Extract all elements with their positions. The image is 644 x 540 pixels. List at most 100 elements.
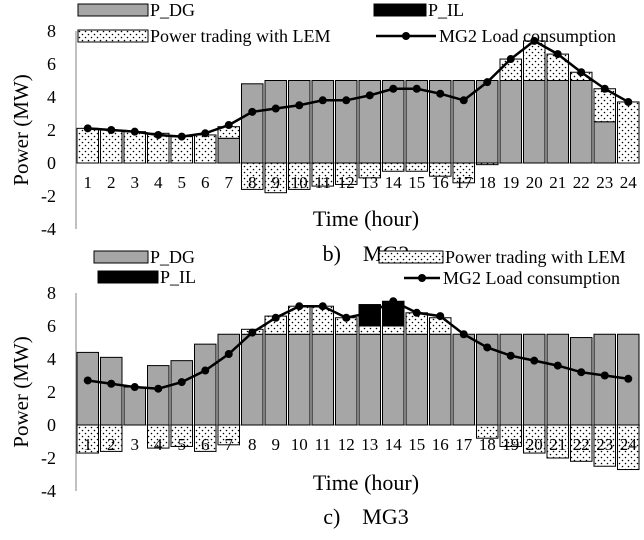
y-tick-label: 8 xyxy=(47,283,56,303)
x-tick-label: 4 xyxy=(154,173,163,192)
legend-item-p-il: P_IL xyxy=(97,267,196,287)
bar-power-trading-with-lem-hour-13 xyxy=(358,162,381,179)
bar-power-trading-with-lem-hour-19 xyxy=(499,424,522,447)
bar-p-dg-hour-1 xyxy=(76,351,99,426)
load-point-hour-3 xyxy=(130,383,139,392)
x-tick-label: 1 xyxy=(84,435,93,454)
legend-item-power-trading-with-lem: Power trading with LEM xyxy=(378,247,625,267)
legend-item-p-il: P_IL xyxy=(373,0,464,20)
y-tick-label: 0 xyxy=(47,415,56,435)
x-tick-label: 22 xyxy=(573,173,590,192)
load-point-hour-13 xyxy=(365,91,374,100)
legend-swatch xyxy=(373,3,427,17)
bar-p-dg-hour-15 xyxy=(405,80,428,164)
x-tick-label: 19 xyxy=(502,435,519,454)
load-point-hour-14 xyxy=(389,84,398,93)
load-point-hour-19 xyxy=(506,55,515,64)
load-point-hour-24 xyxy=(624,97,633,106)
x-tick-label: 20 xyxy=(526,435,543,454)
bar-p-dg-hour-23 xyxy=(593,121,616,164)
load-point-hour-22 xyxy=(577,68,586,77)
load-point-hour-10 xyxy=(295,101,304,110)
bar-power-trading-with-lem-hour-5 xyxy=(170,424,193,447)
chart-caption: c) MG3 xyxy=(323,504,409,529)
load-point-hour-11 xyxy=(318,302,327,311)
load-point-hour-15 xyxy=(412,308,421,317)
legend-item-p-dg: P_DG xyxy=(93,247,195,267)
bar-power-trading-with-lem-hour-11 xyxy=(311,162,334,187)
bar-power-trading-with-lem-hour-6 xyxy=(194,424,217,452)
load-point-hour-16 xyxy=(436,312,445,321)
x-tick-label: 10 xyxy=(291,435,308,454)
load-point-hour-23 xyxy=(600,84,609,93)
bar-power-trading-with-lem-hour-18 xyxy=(476,162,499,166)
bar-power-trading-with-lem-hour-22 xyxy=(570,424,593,462)
load-point-hour-9 xyxy=(271,104,280,113)
x-tick-label: 5 xyxy=(178,435,187,454)
bar-power-trading-with-lem-hour-18 xyxy=(476,424,499,439)
bar-p-dg-hour-15 xyxy=(405,333,428,426)
load-point-hour-13 xyxy=(365,308,374,317)
x-tick-label: 7 xyxy=(225,435,234,454)
load-point-hour-17 xyxy=(459,96,468,105)
x-tick-label: 15 xyxy=(408,173,425,192)
bar-power-trading-with-lem-hour-15 xyxy=(405,162,428,172)
bar-p-dg-hour-20 xyxy=(523,333,546,426)
x-tick-label: 20 xyxy=(526,173,543,192)
legend-marker xyxy=(418,274,426,282)
x-tick-label: 8 xyxy=(248,435,257,454)
load-point-hour-17 xyxy=(459,330,468,339)
legend-swatch xyxy=(77,3,149,17)
load-point-hour-11 xyxy=(318,96,327,105)
bar-power-trading-with-lem-hour-6 xyxy=(194,134,217,164)
bar-p-dg-hour-22 xyxy=(570,80,593,164)
bar-power-trading-with-lem-hour-10 xyxy=(288,162,311,190)
bar-p-dg-hour-17 xyxy=(452,80,475,164)
bar-p-dg-hour-18 xyxy=(476,80,499,164)
bar-p-dg-hour-8 xyxy=(241,333,264,426)
x-tick-label: 18 xyxy=(479,173,496,192)
bar-p-dg-hour-19 xyxy=(499,80,522,164)
load-point-hour-5 xyxy=(177,378,186,387)
bar-p-dg-hour-11 xyxy=(311,333,334,426)
x-tick-label: 18 xyxy=(479,435,496,454)
load-point-hour-18 xyxy=(483,78,492,87)
y-tick-label: -4 xyxy=(41,219,56,239)
y-tick-label: 4 xyxy=(47,87,56,107)
bar-power-trading-with-lem-hour-23 xyxy=(593,424,616,467)
legend-label: Power trading with LEM xyxy=(445,247,625,267)
bar-p-dg-hour-4 xyxy=(147,365,170,426)
load-point-hour-8 xyxy=(248,107,257,116)
x-tick-label: 12 xyxy=(338,435,355,454)
y-axis-label: Power (MW) xyxy=(9,336,33,447)
y-tick-label: 2 xyxy=(47,120,56,140)
load-point-hour-12 xyxy=(342,313,351,322)
load-point-hour-24 xyxy=(624,374,633,383)
legend-swatch xyxy=(97,270,159,284)
legend-item-power-trading-with-lem: Power trading with LEM xyxy=(77,26,330,46)
legend-marker xyxy=(402,32,410,40)
bar-power-trading-with-lem-hour-17 xyxy=(452,162,475,184)
bar-p-dg-hour-12 xyxy=(335,80,358,164)
load-point-hour-14 xyxy=(389,297,398,306)
bar-power-trading-with-lem-hour-2 xyxy=(100,129,123,164)
bar-p-dg-hour-7 xyxy=(217,137,240,164)
x-tick-label: 24 xyxy=(620,435,638,454)
x-tick-label: 9 xyxy=(272,435,281,454)
bar-p-dg-hour-20 xyxy=(523,80,546,164)
load-point-hour-2 xyxy=(107,379,116,388)
bar-p-dg-hour-10 xyxy=(288,333,311,426)
load-point-hour-10 xyxy=(295,302,304,311)
bar-p-dg-hour-17 xyxy=(452,333,475,426)
x-axis-label: Time (hour) xyxy=(313,206,419,231)
bar-p-dg-hour-21 xyxy=(546,80,569,164)
y-tick-label: -4 xyxy=(41,481,56,501)
bar-p-dg-hour-14 xyxy=(382,333,405,426)
x-tick-label: 9 xyxy=(272,173,281,192)
bar-power-trading-with-lem-hour-13 xyxy=(358,325,381,335)
x-tick-label: 17 xyxy=(455,435,473,454)
bar-p-dg-hour-14 xyxy=(382,80,405,164)
bar-power-trading-with-lem-hour-24 xyxy=(617,424,640,471)
x-tick-label: 22 xyxy=(573,435,590,454)
